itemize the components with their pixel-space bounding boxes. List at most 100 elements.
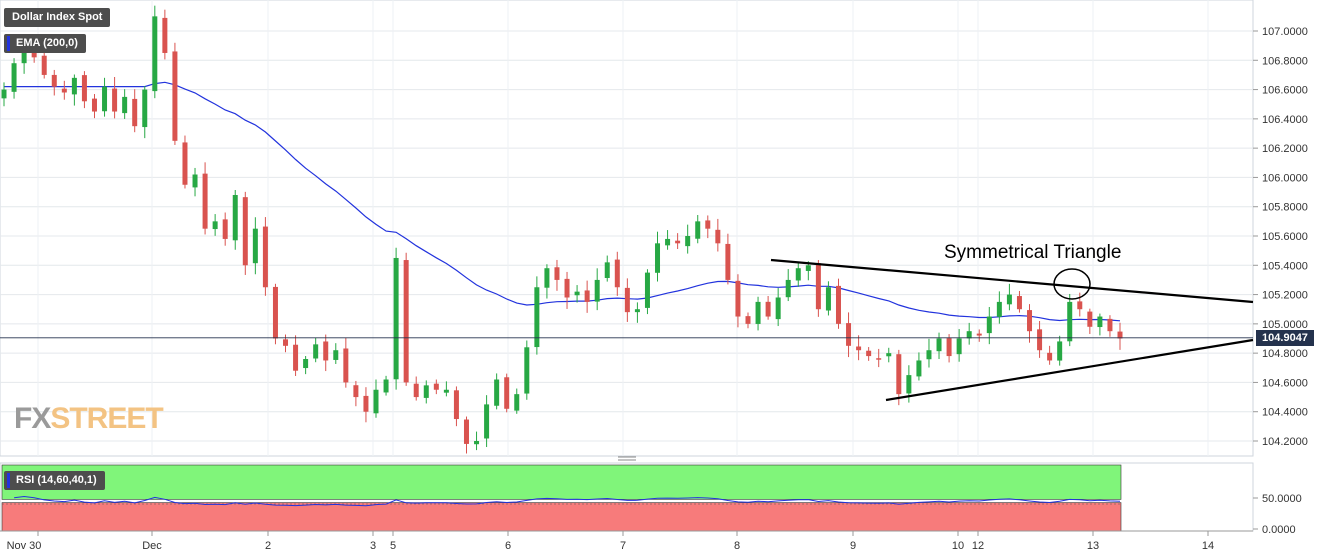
price-axis: 107.0000 106.8000 106.6000 106.4000 106.2000… [1253, 26, 1308, 448]
candle-body [413, 383, 419, 398]
candle-body [986, 316, 992, 334]
candle-body [403, 260, 409, 383]
candle-body [1057, 341, 1063, 361]
time-tick-label: 10 [952, 540, 964, 552]
candle-body [323, 341, 329, 361]
candle-body [524, 347, 530, 394]
price-tick-label: 104.4000 [1262, 407, 1308, 419]
candle-body [554, 267, 560, 280]
candle-body [202, 173, 208, 229]
time-tick-label: 5 [390, 540, 396, 552]
time-axis: Nov 30 Dec 2 3 5 6 7 8 9 10 12 13 14 [0, 530, 1253, 552]
candle-body [795, 268, 801, 281]
candle-body [363, 395, 369, 412]
candle-body [383, 379, 389, 393]
rsi-tick-label: 0.0000 [1262, 524, 1296, 536]
instrument-title[interactable]: Dollar Index Spot [4, 8, 111, 27]
candle-body [866, 350, 872, 357]
candle-body [695, 221, 701, 239]
candle-body [474, 441, 480, 445]
candle-body [494, 379, 500, 406]
price-tick-label: 105.6000 [1262, 231, 1308, 243]
candle-body [162, 17, 168, 53]
time-tick-label: 12 [972, 540, 984, 552]
candle-body [604, 262, 610, 278]
candle-body [333, 350, 339, 360]
price-tick-label: 104.6000 [1262, 377, 1308, 389]
candle-body [212, 221, 218, 230]
price-tick-label: 106.8000 [1262, 55, 1308, 67]
candle-body [484, 404, 490, 439]
candle-body [11, 63, 17, 92]
candle-body [835, 285, 841, 324]
price-tick-label: 106.2000 [1262, 143, 1308, 155]
candle-body [192, 174, 198, 188]
rsi-legend[interactable]: RSI (14,60,40,1) [4, 471, 105, 490]
candle-body [463, 419, 469, 444]
price-tick-label: 104.8000 [1262, 348, 1308, 360]
rsi-swatch [7, 473, 10, 488]
candle-body [916, 360, 922, 377]
candle-body [705, 220, 711, 229]
candle-body [112, 88, 118, 112]
candle-body [815, 263, 821, 310]
candle-body [1117, 331, 1123, 339]
main-plot-area[interactable] [0, 0, 1254, 457]
candle-body [343, 348, 349, 383]
candle-body [81, 75, 87, 102]
candle-body [293, 344, 299, 371]
candle-body [785, 279, 791, 298]
ema-legend[interactable]: EMA (200,0) [4, 34, 86, 53]
candle-body [1, 89, 7, 99]
candle-body [353, 385, 359, 398]
candle-body [886, 353, 892, 357]
ema-line [4, 81, 1121, 322]
rsi-oversold-zone [1, 502, 1122, 532]
candle-body [896, 354, 902, 395]
candle-body [433, 383, 439, 390]
ema-swatch [7, 36, 10, 51]
candle-body [755, 301, 761, 324]
candle-body [594, 279, 600, 302]
time-tick-label: Nov 30 [7, 540, 42, 552]
rsi-tick-label: 50.0000 [1262, 493, 1302, 505]
time-tick-label: 7 [620, 540, 626, 552]
rsi-line [14, 495, 1121, 507]
candle-body [313, 344, 319, 359]
time-tick-label: 8 [734, 540, 740, 552]
candle-body [655, 243, 661, 273]
candle-body [926, 350, 932, 360]
candle-body [936, 338, 942, 352]
vertical-gridlines [37, 0, 1209, 456]
candle-body [132, 98, 138, 127]
candle-body [393, 257, 399, 380]
candle-body [142, 89, 148, 128]
candle-body [846, 323, 852, 346]
candle-body [1097, 316, 1103, 328]
candle-body [423, 385, 429, 398]
price-tick-label: 105.0000 [1262, 319, 1308, 331]
candle-body [373, 389, 379, 414]
candle-body [675, 240, 681, 244]
pane-splitter-handle[interactable] [618, 456, 636, 461]
price-tick-label: 106.4000 [1262, 114, 1308, 126]
candle-body [1047, 352, 1053, 361]
candle-body [735, 280, 741, 317]
candle-body [182, 142, 188, 185]
candle-body [574, 291, 580, 296]
ema-layer [4, 81, 1121, 322]
triangle-label: Symmetrical Triangle [944, 242, 1121, 263]
candle-body [242, 197, 248, 266]
price-tick-label: 104.2000 [1262, 436, 1308, 448]
candle-body [665, 238, 671, 246]
candle-body [21, 48, 27, 64]
time-tick-label: 2 [265, 540, 271, 552]
candle-body [1027, 310, 1033, 332]
candle-body [172, 51, 178, 141]
main-gridlines [0, 30, 1253, 442]
candle-body [976, 333, 982, 336]
candle-body [685, 236, 691, 247]
candle-body [966, 331, 972, 339]
candle-body [856, 346, 862, 351]
